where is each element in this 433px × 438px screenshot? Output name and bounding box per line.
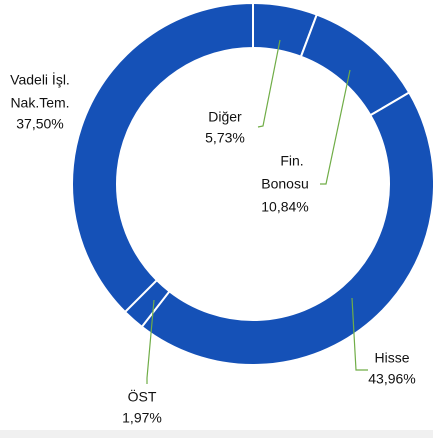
value-label: 10,84%: [261, 199, 308, 215]
value-label: 1,97%: [122, 410, 162, 426]
leader-line: [257, 39, 281, 128]
slice-label: Vadeli İşl.: [10, 71, 70, 88]
value-label: 43,96%: [368, 371, 415, 387]
leader-line: [146, 299, 155, 384]
slice-label: ÖST: [128, 388, 157, 405]
slice-label: Hisse: [374, 350, 409, 366]
slice-label: Bonosu: [261, 176, 308, 192]
donut-segment: [71, 1, 254, 314]
value-label: 5,73%: [205, 130, 245, 146]
slice-label: Fin.: [280, 153, 303, 169]
bottom-edge: [0, 430, 433, 438]
leader-line: [351, 297, 368, 371]
slice-label: Diğer: [208, 109, 242, 125]
leader-line: [320, 69, 351, 185]
value-label: 37,50%: [16, 116, 63, 132]
slice-label: Nak.Tem.: [10, 95, 69, 111]
